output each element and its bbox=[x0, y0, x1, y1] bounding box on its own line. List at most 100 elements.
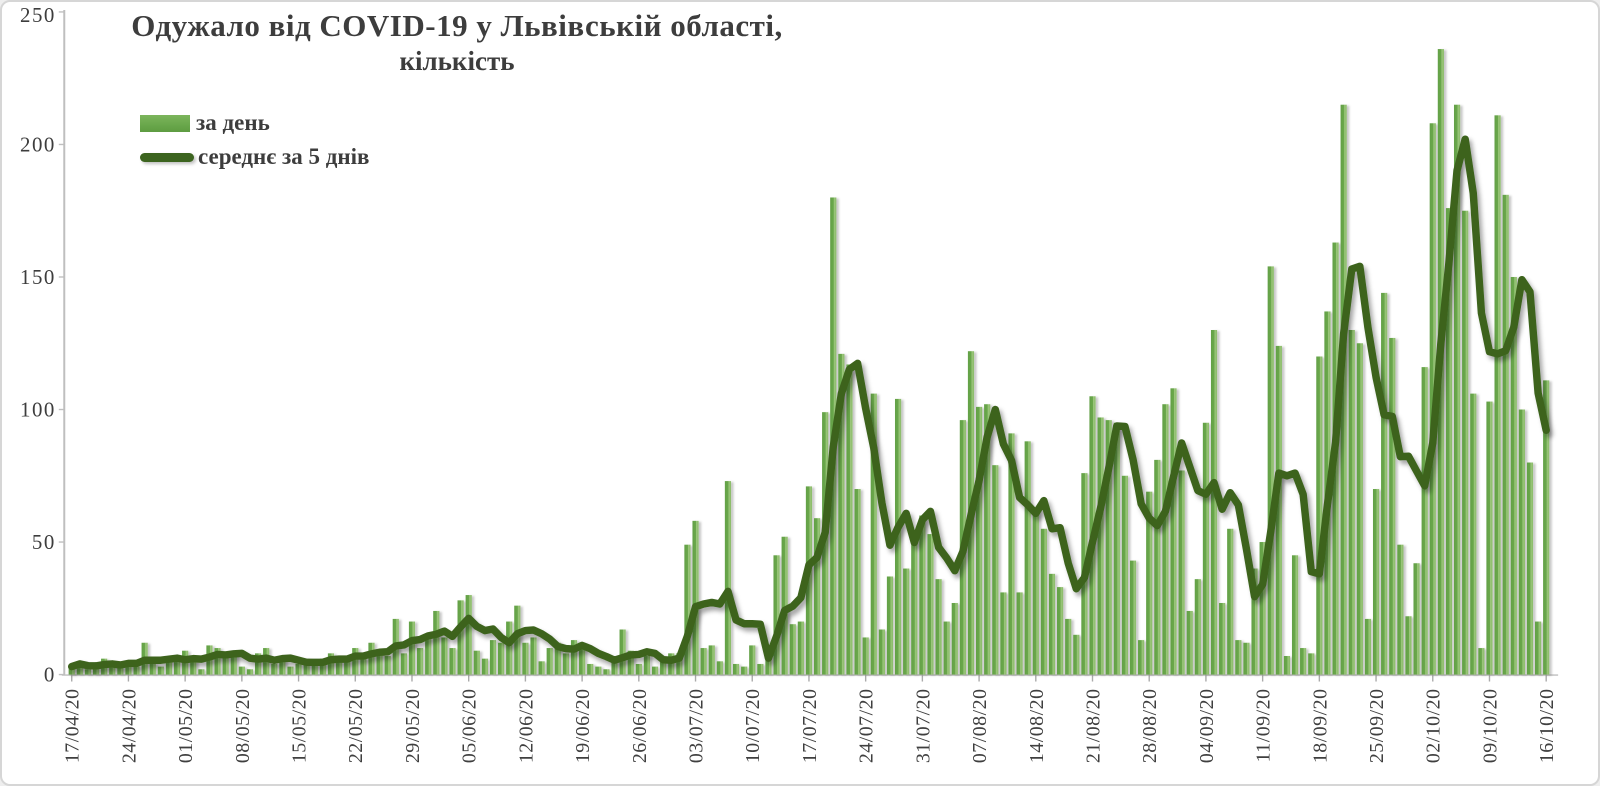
daily-bar bbox=[1048, 573, 1056, 675]
daily-bar bbox=[886, 576, 894, 675]
daily-bar bbox=[1405, 616, 1412, 675]
daily-bar bbox=[797, 621, 804, 675]
daily-bar bbox=[109, 663, 116, 675]
daily-bar bbox=[457, 600, 464, 675]
daily-bar bbox=[854, 489, 861, 675]
daily-bar bbox=[660, 661, 667, 675]
daily-bar bbox=[1057, 587, 1064, 675]
daily-bar bbox=[927, 534, 934, 675]
daily-bar bbox=[157, 666, 164, 675]
legend: за день середнє за 5 днів bbox=[140, 106, 369, 174]
daily-bar bbox=[643, 656, 651, 675]
y-axis-tick-label: 0 bbox=[44, 663, 56, 687]
five-day-average-line bbox=[67, 135, 1550, 671]
daily-bar bbox=[1016, 592, 1023, 675]
daily-bar bbox=[1243, 642, 1250, 675]
daily-bar bbox=[1300, 648, 1307, 675]
daily-bar bbox=[773, 555, 780, 675]
daily-bar bbox=[911, 539, 918, 675]
bar-swatch-icon bbox=[140, 114, 190, 132]
daily-bar bbox=[1543, 380, 1550, 675]
daily-bar bbox=[813, 518, 821, 675]
daily-bar bbox=[1340, 104, 1347, 675]
daily-bar bbox=[319, 658, 326, 675]
daily-bar bbox=[514, 605, 521, 675]
daily-bar bbox=[506, 621, 513, 675]
daily-bar bbox=[173, 661, 181, 675]
daily-bar bbox=[1227, 528, 1234, 675]
x-axis-tick-label: 29/05/20 bbox=[402, 688, 424, 763]
daily-bar bbox=[214, 648, 221, 675]
daily-bar bbox=[1535, 621, 1542, 675]
daily-bar bbox=[619, 629, 626, 675]
daily-bar bbox=[1348, 330, 1355, 675]
daily-bar bbox=[117, 666, 124, 675]
daily-bar bbox=[368, 642, 375, 675]
x-axis-tick-label: 07/08/20 bbox=[969, 688, 991, 763]
daily-bar bbox=[603, 669, 610, 675]
x-axis-tick-label: 10/07/20 bbox=[742, 688, 764, 763]
daily-bar bbox=[1381, 292, 1388, 675]
daily-bar bbox=[749, 645, 756, 675]
daily-bar bbox=[295, 663, 302, 675]
daily-bar bbox=[1291, 555, 1299, 675]
daily-bar bbox=[416, 648, 424, 675]
daily-bar bbox=[789, 624, 796, 675]
daily-bar bbox=[1154, 459, 1161, 675]
daily-bar bbox=[489, 640, 497, 675]
legend-item-daily: за день bbox=[140, 106, 369, 140]
daily-bar bbox=[425, 637, 432, 675]
daily-bar bbox=[741, 666, 748, 675]
daily-bar bbox=[862, 637, 869, 675]
y-axis-tick-label: 100 bbox=[20, 397, 56, 421]
daily-bar bbox=[781, 536, 788, 675]
daily-bar bbox=[587, 663, 594, 675]
daily-bar bbox=[311, 663, 318, 675]
daily-bar bbox=[1032, 507, 1039, 675]
daily-bar bbox=[1251, 568, 1258, 675]
daily-bar bbox=[222, 653, 229, 675]
daily-bar bbox=[676, 653, 683, 675]
daily-bar bbox=[870, 393, 877, 675]
daily-bar bbox=[1121, 475, 1128, 675]
daily-bar bbox=[1421, 367, 1428, 675]
x-axis-tick-label: 19/06/20 bbox=[572, 688, 594, 763]
daily-bar bbox=[951, 602, 958, 675]
daily-bar bbox=[254, 653, 262, 675]
daily-bar bbox=[627, 650, 634, 675]
daily-bar bbox=[765, 650, 772, 675]
daily-bar bbox=[1397, 544, 1404, 675]
x-axis-tick-label: 09/10/20 bbox=[1479, 688, 1501, 763]
daily-bar bbox=[1364, 618, 1372, 675]
legend-average-label: середнє за 5 днів bbox=[198, 144, 370, 169]
daily-bar bbox=[1308, 653, 1315, 675]
x-axis-tick-label: 17/04/20 bbox=[62, 688, 84, 763]
daily-bar bbox=[546, 648, 553, 675]
daily-bar bbox=[1162, 404, 1169, 675]
daily-bar bbox=[1000, 592, 1007, 675]
daily-bar bbox=[595, 666, 602, 675]
average-polyline bbox=[67, 135, 1550, 671]
daily-bar bbox=[449, 648, 456, 675]
daily-bar bbox=[919, 515, 926, 675]
daily-bar bbox=[1008, 433, 1015, 675]
daily-bar bbox=[441, 637, 448, 675]
daily-bar bbox=[230, 653, 237, 675]
x-axis-tick-label: 03/07/20 bbox=[685, 688, 707, 763]
x-axis-tick-label: 22/05/20 bbox=[345, 688, 367, 763]
daily-bar bbox=[724, 481, 732, 675]
y-axis-tick-label: 200 bbox=[20, 132, 56, 156]
daily-bar bbox=[1413, 563, 1420, 675]
daily-bar bbox=[1389, 337, 1396, 675]
y-axis-tick-label: 150 bbox=[20, 265, 56, 289]
daily-bar bbox=[975, 406, 983, 675]
daily-bar bbox=[1146, 491, 1153, 675]
daily-bar bbox=[1462, 210, 1469, 675]
daily-bar bbox=[878, 629, 885, 675]
daily-bar bbox=[1486, 401, 1493, 675]
daily-bar bbox=[1526, 462, 1534, 675]
daily-bar bbox=[538, 661, 545, 675]
daily-bar bbox=[846, 364, 853, 675]
daily-bar bbox=[1105, 420, 1112, 675]
daily-bar bbox=[611, 658, 618, 675]
